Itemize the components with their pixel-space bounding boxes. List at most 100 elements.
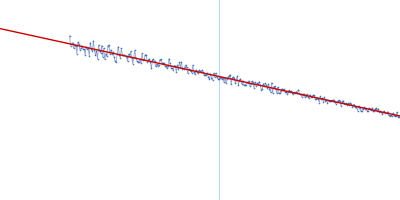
Point [300,93,306,96]
Point [104,55,110,58]
Point [258,88,264,91]
Point [255,82,261,85]
Point [384,110,391,113]
Point [305,95,311,98]
Point [158,58,164,61]
Point [89,50,96,53]
Point [96,50,103,53]
Point [332,102,339,105]
Point [218,76,224,79]
Point [120,54,127,57]
Point [168,66,174,69]
Point [108,48,114,51]
Point [70,47,77,50]
Point [144,60,150,63]
Point [130,62,136,65]
Point [339,101,345,104]
Point [199,69,205,72]
Point [310,94,316,97]
Point [192,73,198,76]
Point [267,91,274,94]
Point [166,57,172,60]
Point [176,61,182,64]
Point [112,60,118,63]
Point [216,76,223,79]
Point [197,70,203,73]
Point [286,89,292,92]
Point [295,88,302,91]
Point [352,106,359,109]
Point [135,60,141,64]
Point [175,67,182,71]
Point [139,52,145,55]
Point [76,43,82,46]
Point [242,83,249,87]
Point [348,103,354,106]
Point [84,47,90,50]
Point [270,85,277,88]
Point [367,107,373,110]
Point [186,68,193,71]
Point [190,64,196,67]
Point [92,54,99,57]
Point [302,94,309,97]
Point [210,72,217,75]
Point [236,79,243,82]
Point [300,92,307,95]
Point [140,59,146,62]
Point [358,109,365,112]
Point [296,93,303,96]
Point [298,95,305,98]
Point [248,82,254,86]
Point [193,68,199,71]
Point [128,50,134,53]
Point [142,53,148,56]
Point [314,96,320,99]
Point [369,106,375,109]
Point [188,71,195,74]
Point [297,93,304,96]
Point [188,70,194,73]
Point [379,113,386,116]
Point [344,103,350,106]
Point [198,70,204,73]
Point [158,61,165,64]
Point [343,102,349,105]
Point [242,83,248,86]
Point [152,65,159,68]
Point [160,62,166,65]
Point [86,54,92,57]
Point [380,110,387,114]
Point [214,77,221,80]
Point [342,103,348,106]
Point [341,102,347,105]
Point [312,97,318,100]
Point [249,80,255,83]
Point [394,111,400,114]
Point [390,112,396,115]
Point [393,115,399,118]
Point [374,109,380,112]
Point [368,108,374,111]
Point [143,53,150,57]
Point [336,98,342,102]
Point [161,61,167,65]
Point [130,55,137,58]
Point [196,69,202,72]
Point [375,107,382,110]
Point [266,87,273,91]
Point [180,67,187,70]
Point [388,114,394,117]
Point [133,57,139,60]
Point [141,58,147,61]
Point [285,91,291,94]
Point [386,114,393,118]
Point [377,109,384,113]
Point [98,51,104,54]
Point [118,47,124,50]
Point [326,99,333,103]
Point [178,60,185,63]
Point [150,58,157,61]
Point [126,55,133,58]
Point [265,82,272,86]
